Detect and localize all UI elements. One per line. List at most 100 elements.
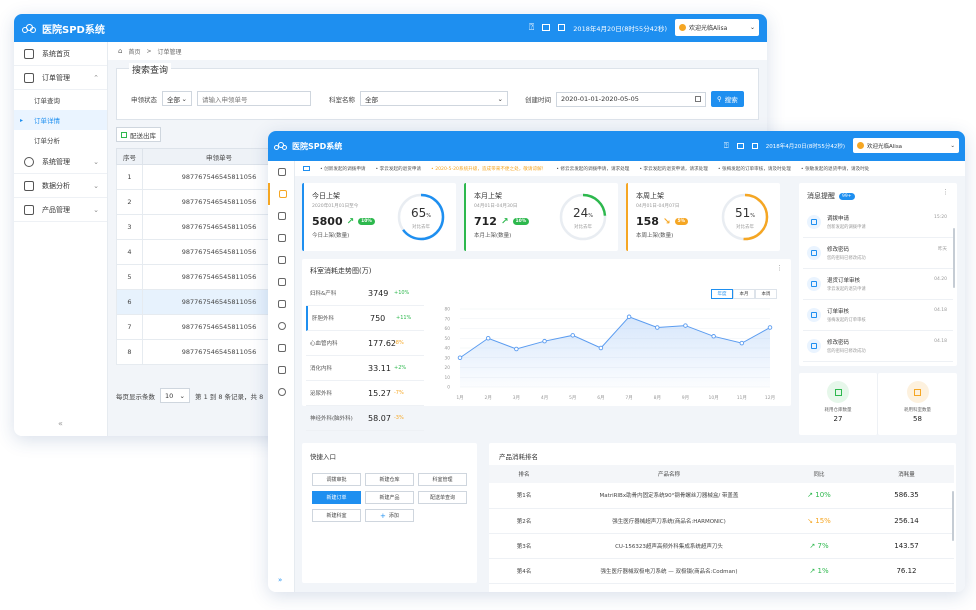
distribute-button[interactable]: 配送出库 xyxy=(116,127,161,142)
breadcrumb-home[interactable]: 首页 xyxy=(128,48,141,56)
department-item[interactable]: 神经外科(脑外科) 58.07 -3% xyxy=(306,406,424,431)
user-select[interactable]: 欢迎光临Alisa ⌄ xyxy=(675,19,759,36)
sidebar-item-products[interactable]: 产品管理 ⌄ xyxy=(14,198,107,222)
bell-icon[interactable]: ⍰ xyxy=(528,22,535,33)
table-row[interactable]: 第1名 MatriRIBx助骨内固定系统90°钢骨螺丝刀器械盒/ 带盖盖 ↗ 1… xyxy=(489,483,954,509)
order-number-input[interactable]: 请输入申领单号 xyxy=(197,91,311,106)
notice-item[interactable]: • 张梅发起的订单审核，请及时处理 xyxy=(717,166,791,172)
quick-button[interactable]: 配送单查询 xyxy=(418,491,467,504)
department-select[interactable]: 全部 ⌄ xyxy=(360,91,508,106)
sidebar-subitem-order-detail[interactable]: ▸ 订单详情 xyxy=(14,110,107,130)
data-point[interactable] xyxy=(457,355,463,360)
quick-button[interactable]: 新建产品 xyxy=(365,491,414,504)
sidebar-item-orders[interactable]: 订单管理 ⌃ xyxy=(14,66,107,90)
page-size-select[interactable]: 10 ⌄ xyxy=(160,388,190,403)
department-item[interactable]: 心血管内科 177.62 -8% xyxy=(306,331,424,356)
data-point[interactable] xyxy=(514,346,519,352)
quick-button[interactable]: 新建订单 xyxy=(312,491,361,504)
column-header[interactable]: 产品名称 xyxy=(559,465,779,483)
gear-icon[interactable] xyxy=(268,381,295,403)
message-item[interactable]: 调拨申请 创新发起的调拨申请 15:20 xyxy=(803,207,953,238)
warehouse-icon[interactable] xyxy=(268,271,295,293)
expand-sidebar-icon[interactable]: » xyxy=(278,576,283,584)
box-icon[interactable] xyxy=(268,249,295,271)
data-point[interactable] xyxy=(626,314,632,320)
user-icon[interactable] xyxy=(268,315,295,337)
department-item[interactable]: 肝胆外科 750 +11% xyxy=(306,306,424,331)
quick-button[interactable]: + 添加 xyxy=(365,509,414,522)
sidebar-item-data-analysis[interactable]: 数据分析 ⌄ xyxy=(14,174,107,198)
top-bar-tools: ⍰ 2018年4月20日(8时55分42秒) 欢迎光临Alisa ⌄ xyxy=(529,19,759,36)
notice-item[interactable]: • 李云发起的退货申请 xyxy=(375,166,422,172)
column-header[interactable]: 申领单号 xyxy=(142,148,296,165)
table-row[interactable]: 第3名 CU-156323超声高频外科集成系统超声刀头 ↗ 7% 143.57 xyxy=(489,533,954,559)
scrollbar[interactable] xyxy=(953,228,955,288)
database-icon[interactable] xyxy=(268,293,295,315)
user-name: 欢迎光临Alisa xyxy=(689,25,728,32)
quick-button[interactable]: 科室管理 xyxy=(418,473,467,486)
table-row[interactable]: 第2名 强生医疗器械超声刀系统(商品名:HARMONIC) ↘ 15% 256.… xyxy=(489,508,954,534)
quick-button[interactable]: 新建仓库 xyxy=(365,473,414,486)
message-item[interactable]: 订单审核 张梅发起的订单审核 04.18 xyxy=(803,300,953,331)
notice-item[interactable]: • 李云发起的退货申请，请求处理 xyxy=(639,166,708,172)
department-item[interactable]: 泌尿外科 15.27 -7% xyxy=(306,381,424,406)
user-select[interactable]: 欢迎光临Alisa ⌄ xyxy=(853,138,959,153)
home-icon[interactable] xyxy=(268,161,295,183)
more-icon[interactable]: ⋮ xyxy=(942,188,949,196)
data-point[interactable] xyxy=(598,345,604,351)
data-point[interactable] xyxy=(570,333,575,338)
notice-item[interactable]: • 创新发起的调拨申请 xyxy=(320,166,366,172)
tab-week[interactable]: 本周 xyxy=(755,289,777,299)
status-select[interactable]: 全部 ⌄ xyxy=(162,91,192,106)
data-point[interactable] xyxy=(739,340,745,346)
order-icon[interactable] xyxy=(268,183,295,205)
more-icon[interactable]: ⋮ xyxy=(776,264,783,272)
document-icon[interactable] xyxy=(268,205,295,227)
notice-item[interactable]: • 修云云发起的调拨申请，请求处理 xyxy=(556,166,630,172)
y-tick-label: 20 xyxy=(445,365,451,371)
chevron-down-icon: ⌄ xyxy=(93,181,99,190)
column-header[interactable]: 排名 xyxy=(489,465,559,483)
table-row[interactable]: 第4名 强生医疗器械双极电刀系统 — 双极镊(商品名:Codman) ↗ 1% … xyxy=(489,558,954,584)
data-point[interactable] xyxy=(711,334,716,339)
collapse-sidebar-icon[interactable]: « xyxy=(58,419,63,428)
search-button[interactable]: ⚲ 搜索 xyxy=(711,91,744,107)
data-point[interactable] xyxy=(683,323,688,328)
department-item[interactable]: 妇科&产科 3749 +10% xyxy=(306,281,424,306)
department-change: -3% xyxy=(394,415,404,421)
quick-button[interactable]: 新建科室 xyxy=(312,509,361,522)
data-point[interactable] xyxy=(542,338,547,344)
quick-button[interactable]: 调拨审批 xyxy=(312,473,361,486)
department-item[interactable]: 消化内科 33.11 +2% xyxy=(306,356,424,381)
bell-icon[interactable]: ⍰ xyxy=(723,140,729,150)
column-header[interactable]: 同比 xyxy=(779,465,859,483)
notice-item[interactable]: • 2020-5-20系统升级，造成带来不便之处，敬请谅解！ xyxy=(431,166,547,172)
sidebar-item-system[interactable]: 系统管理 ⌄ xyxy=(14,150,107,174)
sidebar-subitem-order-query[interactable]: 订单查询 xyxy=(14,90,107,110)
scrollbar[interactable] xyxy=(952,491,954,541)
date-range-input[interactable]: 2020-01-01-2020-05-05 xyxy=(556,91,706,107)
stat-date: 04月01日-04月30日 xyxy=(474,204,518,209)
icon-sidebar: » xyxy=(268,161,295,592)
table-row[interactable]: 3 987767546545811056 xyxy=(116,214,296,240)
sidebar-item-home[interactable]: 系统首页 xyxy=(14,42,107,66)
message-item[interactable]: 修改密码 您的密码已修改成功 昨天 xyxy=(803,238,953,269)
data-point[interactable] xyxy=(767,325,773,330)
column-header[interactable]: 序号 xyxy=(116,148,143,165)
quick-title: 快捷入口 xyxy=(310,453,336,461)
window-icon[interactable] xyxy=(542,24,551,31)
report-icon[interactable] xyxy=(268,337,295,359)
notice-item[interactable]: • 张敏发起的退货申请，请及时处 xyxy=(800,166,870,172)
column-header[interactable]: 消耗量 xyxy=(859,465,954,483)
clipboard-icon[interactable] xyxy=(268,359,295,381)
tab-month[interactable]: 本月 xyxy=(733,289,755,299)
sidebar-subitem-order-analysis[interactable]: 订单分析 xyxy=(14,130,107,150)
message-item[interactable]: 修改密码 您的密码已修改成功 04.18 xyxy=(803,331,953,362)
cart-icon[interactable] xyxy=(268,227,295,249)
app-title: 医院SPD系统 xyxy=(292,141,343,151)
data-point[interactable] xyxy=(655,325,660,330)
window-icon[interactable] xyxy=(736,142,744,149)
tab-year[interactable]: 年度 xyxy=(711,289,733,299)
data-point[interactable] xyxy=(485,336,491,341)
message-item[interactable]: 退货订单审核 李云发起的退货申请 04.20 xyxy=(803,269,953,300)
